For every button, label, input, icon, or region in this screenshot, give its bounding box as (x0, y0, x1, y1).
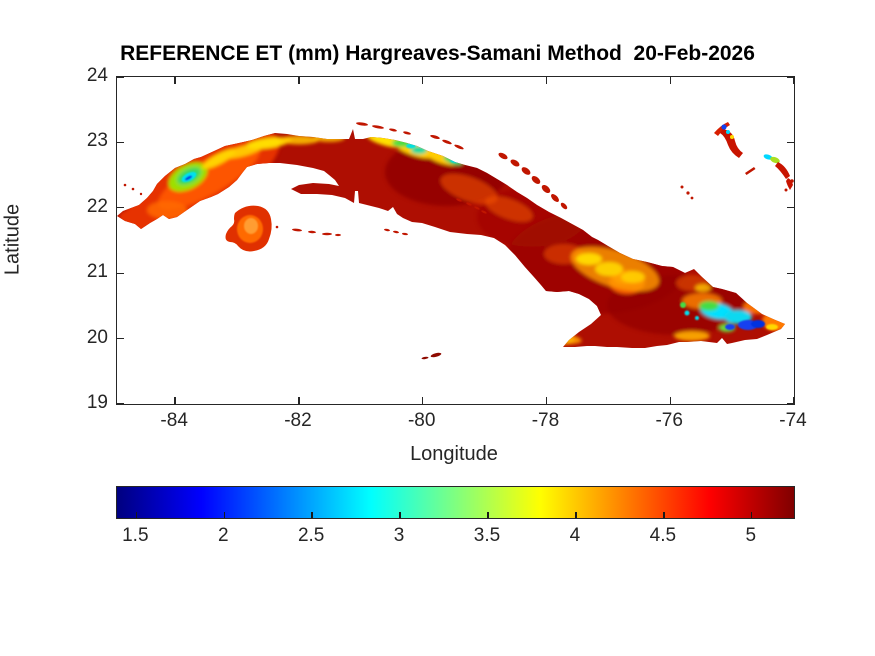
x-tick-label: -84 (160, 410, 188, 431)
y-tick-label: 22 (86, 195, 108, 217)
x-tick-label: -80 (407, 410, 436, 431)
colorbar-tick-label: 2 (217, 525, 229, 546)
x-tick-label: -78 (531, 410, 560, 431)
et-texture-layer (119, 130, 785, 345)
x-tick-mark (298, 397, 300, 404)
y-tick-label: 24 (86, 65, 108, 86)
colorbar (116, 486, 795, 519)
colorbar-tick-mark (751, 512, 753, 518)
x-tick-label: -82 (284, 410, 312, 431)
colorbar-tick-label: 1.5 (122, 525, 149, 546)
colorbar-tick-mark (223, 512, 225, 518)
colorbar-tick-label: 4.5 (649, 525, 677, 546)
colorbar-tick-mark (399, 512, 401, 518)
x-tick-label: -74 (779, 410, 807, 431)
chart-title: REFERENCE ET (mm) Hargreaves-Samani Meth… (120, 42, 755, 65)
y-tick-mark (117, 76, 124, 78)
x-tick-mark (174, 77, 176, 84)
y-tick-mark (117, 337, 124, 340)
colorbar-tick-mark (135, 512, 138, 518)
colorbar-tick-label: 2.5 (297, 525, 325, 546)
y-tick-mark (787, 272, 794, 274)
y-tick-label: 19 (86, 392, 108, 413)
x-axis-label: Longitude (410, 443, 498, 465)
map-axes (116, 76, 795, 405)
colorbar-tick-mark (575, 512, 577, 518)
colorbar-tick-label: 3.5 (473, 525, 501, 546)
y-tick-mark (117, 207, 124, 209)
cays-and-islets (123, 122, 694, 237)
y-tick-mark (787, 403, 794, 405)
y-axis-label: Latitude (1, 203, 24, 276)
y-tick-mark (117, 272, 124, 274)
x-tick-mark (545, 77, 548, 84)
x-tick-label: -76 (655, 410, 683, 431)
x-tick-mark (793, 397, 795, 404)
y-tick-label: 20 (86, 326, 108, 348)
colorbar-tick-label: 4 (569, 525, 581, 546)
x-tick-mark (422, 397, 424, 404)
colorbar-tick-mark (311, 512, 313, 518)
colorbar-tick-mark (663, 512, 665, 518)
colorbar-tick-mark (487, 512, 489, 518)
y-tick-mark (787, 207, 794, 209)
x-tick-mark (298, 77, 300, 84)
x-tick-mark (545, 397, 548, 404)
y-tick-label: 21 (86, 261, 108, 283)
y-tick-mark (117, 403, 124, 405)
x-tick-mark (669, 397, 671, 404)
x-tick-mark (793, 77, 795, 84)
x-tick-mark (422, 77, 424, 84)
y-tick-mark (787, 141, 794, 144)
y-tick-mark (117, 141, 124, 144)
colorbar-tick-label: 3 (393, 525, 405, 546)
cayman-islets (421, 352, 442, 360)
y-tick-mark (787, 337, 794, 340)
cuba-map-svg (117, 122, 794, 360)
x-tick-mark (669, 77, 671, 84)
bahamas-islets (714, 122, 794, 192)
y-tick-label: 23 (86, 130, 108, 152)
colorbar-tick-label: 5 (745, 525, 757, 546)
x-tick-mark (174, 397, 176, 404)
isla-de-la-juventud (225, 205, 272, 252)
y-tick-mark (787, 76, 794, 78)
